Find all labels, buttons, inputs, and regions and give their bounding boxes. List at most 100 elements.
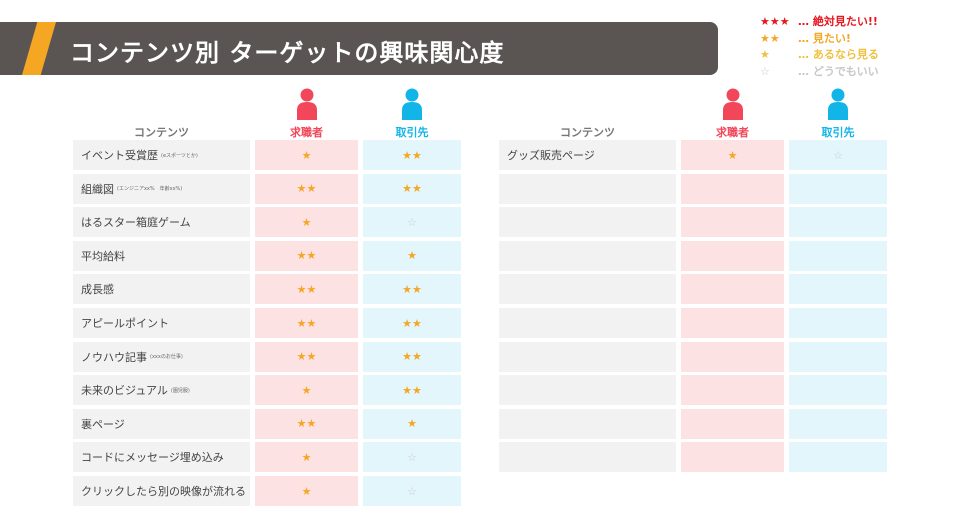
content-note: (エンジニアxx% 年齢xx%) [117,186,183,193]
table-row: 平均給料 ★★ ★ [73,240,466,271]
client-icon [827,88,849,120]
table-row [499,240,892,271]
seeker-rating: ★★ [255,240,358,271]
client-icon [401,88,423,120]
content-name: はるスター箱庭ゲーム [81,216,191,230]
content-name-cell [499,173,676,204]
table-row [499,341,892,372]
seeker-rating [681,173,784,204]
table-row: アピールポイント ★★ ★★ [73,308,466,338]
content-name-cell [499,207,676,238]
seeker-rating: ★ [255,140,358,170]
content-name-cell: 成長感 [73,274,250,305]
content-name-cell [499,341,676,372]
seeker-rating: ★ [255,375,358,406]
job-seeker-icon [296,88,318,120]
table-row: グッズ販売ページ ★ ☆ [499,140,892,170]
seeker-rating: ★★ [255,308,358,338]
seeker-rating: ★★ [255,341,358,372]
seeker-rating [681,274,784,305]
client-rating [789,442,887,473]
table-row: 組織図 (エンジニアxx% 年齢xx%) ★★ ★★ [73,173,466,204]
header-content: コンテンツ [134,126,189,139]
legend-item: ★★ … 見たい! [760,31,879,48]
legend-stars: ★★ [760,31,780,45]
seeker-rating [681,375,784,406]
rating-legend: ★★★ … 絶対見たい!! ★★ … 見たい! ★ … あるなら見る ☆ … どうでもいい [760,14,879,80]
title-bar [0,22,718,75]
table-row: 未来のビジュアル (園児服) ★ ★★ [73,375,466,406]
table-row [499,173,892,204]
seeker-rating: ★★ [255,274,358,305]
client-rating [789,341,887,372]
content-name-cell: アピールポイント [73,308,250,338]
client-rating: ★★ [363,375,461,406]
content-name: グッズ販売ページ [507,149,595,162]
content-name-cell: ノウハウ記事 (xxxのお仕事) [73,341,250,372]
content-name-cell: はるスター箱庭ゲーム [73,207,250,238]
seeker-rating [681,442,784,473]
content-name-cell: グッズ販売ページ [499,140,676,170]
header-content: コンテンツ [560,126,615,139]
content-name: イベント受賞歴 [81,149,158,162]
seeker-rating: ★ [255,442,358,473]
client-rating [789,207,887,238]
content-name-cell: 未来のビジュアル (園児服) [73,375,250,406]
legend-item: ★ … あるなら見る [760,47,879,64]
content-name-cell: 組織図 (エンジニアxx% 年齢xx%) [73,173,250,204]
seeker-rating: ★★ [255,173,358,204]
job-seeker-icon [722,88,744,120]
client-rating [789,375,887,406]
legend-item: ☆ … どうでもいい [760,64,879,81]
content-name: アピールポイント [81,317,169,330]
table-row [499,442,892,473]
table-row: 成長感 ★★ ★★ [73,274,466,305]
content-name: 組織図 [81,182,114,196]
content-name-cell [499,308,676,338]
header-seeker: 求職者 [290,126,323,139]
client-rating: ★★ [363,274,461,305]
legend-item: ★★★ … 絶対見たい!! [760,14,879,31]
content-name: クリックしたら別の映像が流れる [81,485,246,498]
client-rating: ★★ [363,308,461,338]
content-name-cell [499,375,676,406]
seeker-rating [681,207,784,238]
content-name-cell: クリックしたら別の映像が流れる [73,476,250,506]
seeker-rating: ★ [681,140,784,170]
table-row: ノウハウ記事 (xxxのお仕事) ★★ ★★ [73,341,466,372]
client-rating [789,308,887,338]
table-row [499,375,892,406]
legend-text: … 絶対見たい!! [798,15,878,28]
content-name: 裏ページ [81,417,125,431]
header-seeker: 求職者 [716,126,749,139]
legend-text: … あるなら見る [798,48,879,61]
content-name-cell: 平均給料 [73,240,250,271]
content-name: 成長感 [81,283,114,297]
table-row: コードにメッセージ埋め込み ★ ☆ [73,442,466,473]
table-row [499,308,892,338]
legend-stars: ★ [760,48,770,61]
seeker-rating [681,408,784,439]
header-client: 取引先 [821,126,855,139]
legend-text: … どうでもいい [798,64,879,78]
client-rating [789,274,887,305]
content-name: 未来のビジュアル [81,384,168,398]
client-rating [789,240,887,271]
table-row: クリックしたら別の映像が流れる ★ ☆ [73,476,466,506]
table-row: はるスター箱庭ゲーム ★ ☆ [73,207,466,238]
seeker-rating [681,341,784,372]
client-rating: ★★ [363,140,461,170]
content-name: ノウハウ記事 [81,350,147,364]
content-note: (xxxのお仕事) [150,354,183,361]
client-rating: ★ [363,240,461,271]
content-note: (eスポーツとか) [161,152,198,159]
client-rating: ☆ [363,442,461,473]
table-row [499,408,892,439]
content-name-cell: イベント受賞歴 (eスポーツとか) [73,140,250,170]
seeker-rating: ★★ [255,408,358,439]
content-name-cell [499,274,676,305]
seeker-rating [681,308,784,338]
table-row: 裏ページ ★★ ★ [73,408,466,439]
content-name-cell [499,408,676,439]
content-name-cell [499,240,676,271]
